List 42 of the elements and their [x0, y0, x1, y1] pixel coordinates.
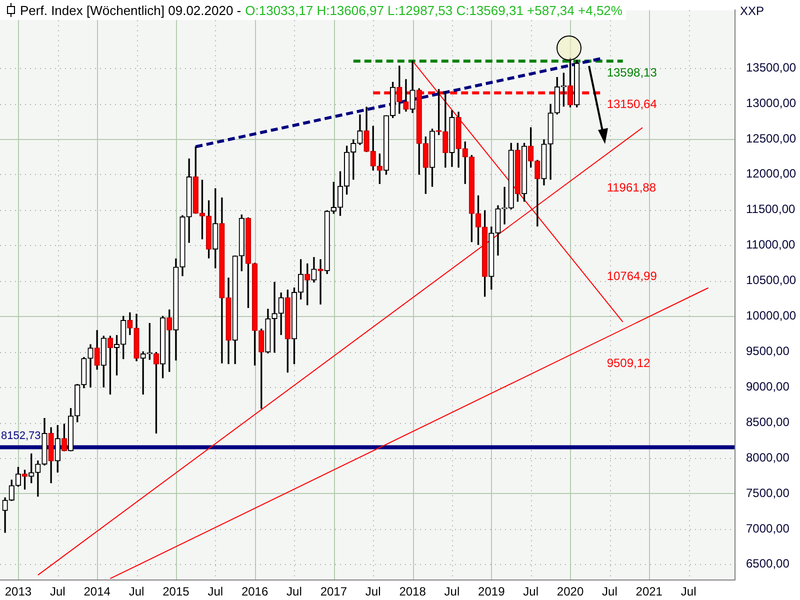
y-tick-label: 11500,00 [746, 202, 796, 216]
y-tick-label: 13000,00 [746, 96, 796, 110]
y-tick-label: 8000,00 [746, 450, 790, 464]
y-tick-label: 12000,00 [746, 166, 796, 181]
ref-line-label: 8152,73 [1, 430, 41, 442]
series-label: 13150,64 [606, 97, 658, 112]
x-tick-label: 2014 [84, 584, 111, 599]
y-tick-label: 11000,00 [746, 238, 796, 252]
chart-subtitle: O:13033,17 H:13606,97 L:12987,53 C:13569,31 +587,34 +4,52% [245, 2, 622, 18]
x-tick-label: 2016 [241, 584, 268, 599]
x-tick-label: Jul [602, 584, 618, 599]
x-tick-label: 2017 [320, 584, 348, 599]
x-tick-label: 2020 [556, 584, 584, 599]
x-tick-label: 2018 [399, 584, 426, 599]
chart-title: Perf. Index [Wöchentlich] 09.02.2020 - [20, 2, 242, 18]
series-label: 9509,12 [606, 356, 651, 370]
series-label: 11961,88 [606, 180, 656, 195]
x-tick-label: Jul [365, 584, 381, 599]
series-label: 13598,13 [606, 65, 658, 80]
y-tick-label: 12500,00 [746, 131, 796, 146]
y-tick-label: 7000,00 [746, 521, 790, 536]
series-label: 10764,99 [606, 269, 658, 284]
x-tick-label: 2021 [636, 584, 663, 599]
x-tick-label: 2019 [478, 584, 506, 599]
y-tick-label: 6500,00 [746, 556, 790, 571]
y-tick-label: 9000,00 [746, 379, 790, 394]
x-tick-label: Jul [444, 584, 460, 599]
y-tick-label: 7500,00 [746, 486, 790, 500]
y-tick-label: 9500,00 [746, 344, 790, 358]
y-tick-label: 8500,00 [746, 414, 790, 429]
x-tick-label: Jul [208, 584, 224, 599]
x-tick-label: Jul [286, 584, 302, 599]
x-tick-label: 2015 [162, 584, 190, 599]
y-tick-label: 13500,00 [746, 60, 796, 74]
x-tick-label: Jul [523, 584, 539, 599]
x-tick-label: 2013 [4, 584, 32, 599]
x-tick-label: Jul [128, 584, 144, 599]
x-tick-label: Jul [50, 584, 66, 599]
y-axis-title: XXP [740, 4, 764, 18]
y-tick-label: 10500,00 [746, 273, 796, 288]
x-tick-label: Jul [680, 584, 696, 599]
y-tick-label: 10000,00 [746, 308, 796, 323]
